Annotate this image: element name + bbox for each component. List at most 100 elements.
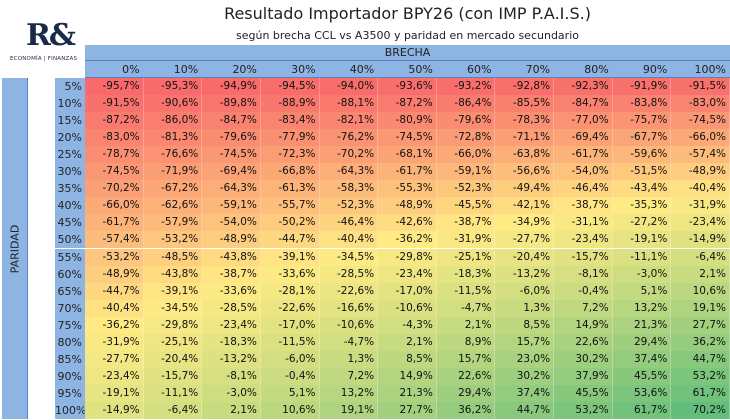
cell: 19,1% xyxy=(319,401,379,419)
cell: -17,0% xyxy=(378,282,437,300)
cell: -93,2% xyxy=(436,78,496,96)
cell: 23,0% xyxy=(495,350,555,368)
cell: -22,6% xyxy=(260,299,320,317)
cell: -17,0% xyxy=(260,316,320,334)
cell: 2,1% xyxy=(202,401,261,419)
cell: -54,0% xyxy=(202,214,261,232)
cell: 53,2% xyxy=(671,367,730,385)
cell: -49,4% xyxy=(495,180,555,198)
cell: 44,7% xyxy=(671,350,730,368)
cell: 30,2% xyxy=(554,350,613,368)
cell: -61,7% xyxy=(85,214,144,232)
cell: -40,4% xyxy=(319,231,379,249)
cell: -86,4% xyxy=(436,95,496,113)
cell: -28,1% xyxy=(260,282,320,300)
cell: -43,4% xyxy=(612,180,672,198)
cell: -59,6% xyxy=(612,146,672,164)
cell: -66,0% xyxy=(85,197,144,215)
cell: -82,1% xyxy=(319,112,379,130)
cell: -29,8% xyxy=(143,316,203,334)
row-header: 20% xyxy=(55,129,85,147)
cell: -67,7% xyxy=(612,129,672,147)
cell: -38,7% xyxy=(202,265,261,283)
cell: -42,6% xyxy=(378,214,437,232)
cell: -40,4% xyxy=(85,299,144,317)
cell: -61,7% xyxy=(378,163,437,181)
cell: -13,2% xyxy=(495,265,555,283)
cell: 15,7% xyxy=(495,333,555,351)
cell: -13,2% xyxy=(202,350,261,368)
cell: -72,8% xyxy=(436,129,496,147)
cell: -4,7% xyxy=(436,299,496,317)
column-header: 30% xyxy=(260,61,320,78)
cell: -69,4% xyxy=(554,129,613,147)
cell: 22,6% xyxy=(554,333,613,351)
title: Resultado Importador BPY26 (con IMP P.A.… xyxy=(224,4,591,23)
cell: -53,2% xyxy=(85,248,144,266)
cell: -58,3% xyxy=(319,180,379,198)
cell: -59,1% xyxy=(436,163,496,181)
cell: -50,2% xyxy=(260,214,320,232)
row-header: 50% xyxy=(55,231,85,249)
cell: -11,1% xyxy=(612,248,672,266)
cell: -79,6% xyxy=(202,129,261,147)
cell: -35,3% xyxy=(612,197,672,215)
cell: -94,9% xyxy=(202,78,261,96)
cell: -27,2% xyxy=(612,214,672,232)
cell: 5,1% xyxy=(612,282,672,300)
row-header: 85% xyxy=(55,350,85,368)
cell: -6,0% xyxy=(495,282,555,300)
cell: -93,6% xyxy=(378,78,437,96)
cell: -48,9% xyxy=(671,163,730,181)
cell: -74,5% xyxy=(671,112,730,130)
cell: -91,9% xyxy=(612,78,672,96)
cell: 21,3% xyxy=(612,316,672,334)
row-header: 70% xyxy=(55,299,85,317)
row-header: 40% xyxy=(55,197,85,215)
cell: -74,5% xyxy=(85,163,144,181)
cell: -18,3% xyxy=(436,265,496,283)
cell: -48,9% xyxy=(202,231,261,249)
cell: -66,0% xyxy=(436,146,496,164)
cell: -23,4% xyxy=(671,214,730,232)
column-header: 90% xyxy=(612,61,672,78)
cell: -8,1% xyxy=(554,265,613,283)
cell: -76,2% xyxy=(319,129,379,147)
cell: 44,7% xyxy=(495,401,555,419)
row-group-header: PARIDAD xyxy=(8,224,21,273)
cell: -80,9% xyxy=(378,112,437,130)
cell: -74,5% xyxy=(378,129,437,147)
cell: 70,2% xyxy=(671,401,730,419)
cell: -19,1% xyxy=(85,384,144,402)
row-header: 10% xyxy=(55,95,85,113)
cell: -55,7% xyxy=(260,197,320,215)
cell: -28,5% xyxy=(202,299,261,317)
cell: -66,8% xyxy=(260,163,320,181)
cell: -38,7% xyxy=(554,197,613,215)
cell: -46,4% xyxy=(319,214,379,232)
row-header: 5% xyxy=(55,78,85,96)
cell: -20,4% xyxy=(495,248,555,266)
cell: -23,4% xyxy=(554,231,613,249)
cell: -15,7% xyxy=(143,367,203,385)
cell: -86,0% xyxy=(143,112,203,130)
column-header: 80% xyxy=(554,61,613,78)
cell: -10,6% xyxy=(319,316,379,334)
cell: 37,4% xyxy=(495,384,555,402)
cell: -63,8% xyxy=(495,146,555,164)
cell: -6,4% xyxy=(671,248,730,266)
logo-text: ECONOMÍA | FINANZAS xyxy=(10,56,78,62)
cell: -45,5% xyxy=(436,197,496,215)
cell: -4,7% xyxy=(319,333,379,351)
cell: -61,7% xyxy=(554,146,613,164)
cell: -39,1% xyxy=(260,248,320,266)
cell: -77,9% xyxy=(260,129,320,147)
cell: -68,1% xyxy=(378,146,437,164)
cell: -20,4% xyxy=(143,350,203,368)
cell: 37,9% xyxy=(554,367,613,385)
column-header: 10% xyxy=(143,61,203,78)
cell: -8,1% xyxy=(202,367,261,385)
cell: 13,2% xyxy=(612,299,672,317)
cell: -72,3% xyxy=(260,146,320,164)
column-header: 40% xyxy=(319,61,379,78)
